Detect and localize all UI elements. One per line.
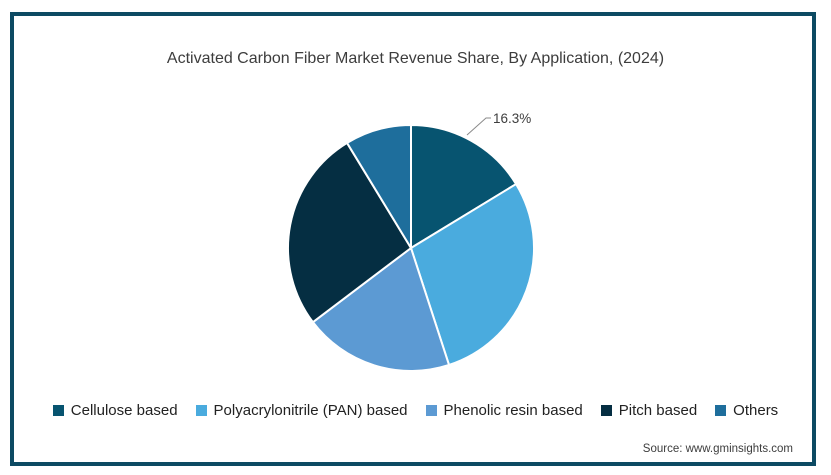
legend-item-others: Others — [715, 402, 778, 419]
legend-label: Pitch based — [618, 402, 698, 419]
chart-title: Activated Carbon Fiber Market Revenue Sh… — [166, 50, 665, 67]
source-text: Source: www.gminsights.com — [642, 443, 793, 455]
legend-label: Others — [733, 402, 779, 419]
pie-slice-phenolic-resin-based — [311, 247, 451, 372]
legend: Cellulose based Polyacrylonitrile (PAN) … — [0, 402, 831, 419]
legend-label: Polyacrylonitrile (PAN) based — [213, 402, 408, 419]
pie-slice-polyacrylonitrile-pan-based — [410, 183, 535, 366]
pie-slice-pitch-based — [286, 141, 412, 324]
legend-item-cellulose-based: Cellulose based — [52, 402, 178, 419]
legend-marker — [52, 405, 64, 416]
legend-item-phenolic-resin-based: Phenolic resin based — [425, 402, 583, 419]
legend-marker — [195, 405, 207, 416]
pie-slice-others — [346, 124, 412, 249]
legend-label: Cellulose based — [70, 402, 178, 419]
legend-item-polyacrylonitrile-pan-based: Polyacrylonitrile (PAN) based — [195, 402, 408, 419]
data-label: 16.3% — [493, 111, 531, 126]
chart-frame-border — [10, 12, 816, 466]
legend-label: Phenolic resin based — [443, 402, 583, 419]
legend-marker — [425, 405, 437, 416]
legend-marker — [600, 405, 612, 416]
pie-slices — [286, 124, 535, 372]
data-label-leader-line — [466, 117, 491, 136]
legend-item-pitch-based: Pitch based — [600, 402, 698, 419]
legend-marker — [715, 405, 727, 416]
pie-slice-cellulose-based — [410, 124, 518, 249]
